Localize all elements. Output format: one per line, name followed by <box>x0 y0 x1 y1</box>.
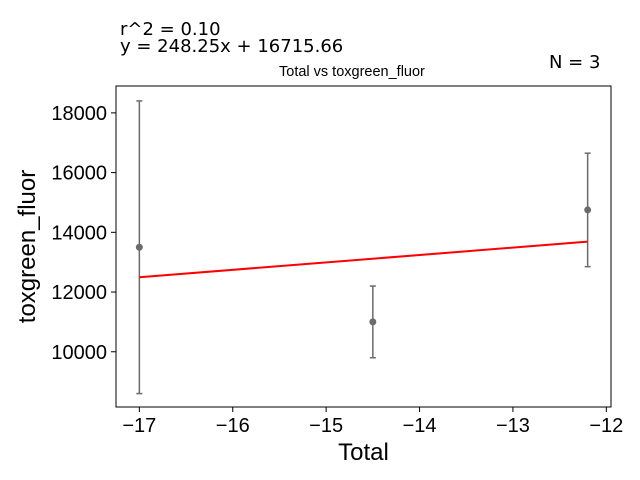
regression-line <box>139 240 588 279</box>
data-point <box>584 206 592 214</box>
data-point <box>135 243 143 251</box>
data-point <box>369 318 377 326</box>
y-axis-label: toxgreen_fluor <box>14 170 41 323</box>
x-tick-label: −14 <box>403 415 437 437</box>
plot-frame <box>115 85 612 408</box>
x-tick-label: −13 <box>496 415 530 437</box>
x-axis-label: Total <box>338 439 389 466</box>
y-tick-label: 18000 <box>51 103 107 125</box>
chart-title: Total vs toxgreen_fluor <box>279 64 425 80</box>
r-squared-label: r^2 = 0.10 <box>120 19 221 40</box>
regression-equation-label: y = 248.25x + 16715.66 <box>120 36 344 57</box>
y-tick-label: 12000 <box>51 282 107 304</box>
y-tick-label: 14000 <box>51 222 107 244</box>
y-tick-label: 16000 <box>51 163 107 185</box>
x-tick-label: −12 <box>589 415 623 437</box>
sample-count-label: N = 3 <box>549 52 601 73</box>
x-tick-label: −17 <box>122 415 156 437</box>
x-tick-label: −16 <box>216 415 250 437</box>
x-tick-label: −15 <box>309 415 343 437</box>
y-tick-label: 10000 <box>51 342 107 364</box>
